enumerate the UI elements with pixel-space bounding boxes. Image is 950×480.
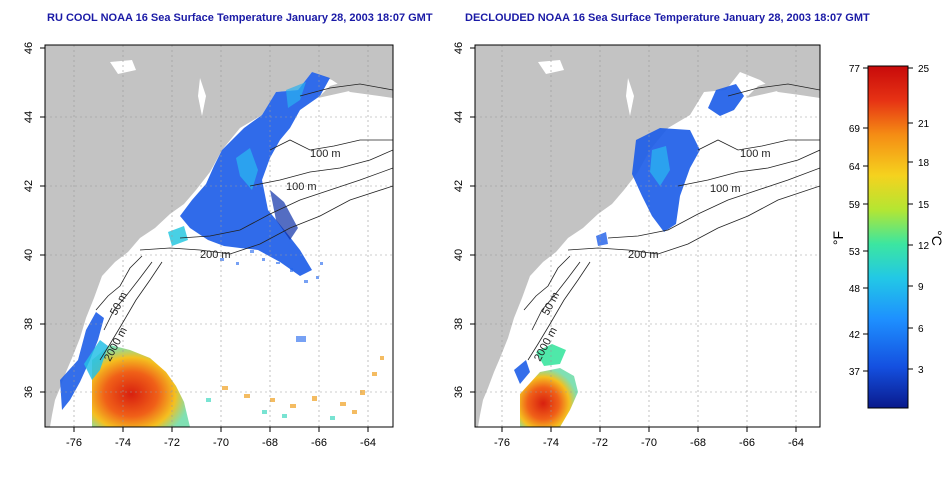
contour-label: 200 m [200,249,231,261]
lat-tick-label: 40 [453,249,465,261]
lon-tick-label: -66 [739,437,755,449]
land-mass [45,45,393,427]
lon-tick-label: -70 [641,437,657,449]
fahrenheit-tick: 48 [849,284,861,295]
fahrenheit-tick: 77 [849,64,861,75]
fahrenheit-tick: 69 [849,124,861,135]
cold-water-plume [708,84,744,116]
lat-tick-label: 44 [453,111,465,123]
fahrenheit-tick: 37 [849,367,861,378]
left-panel-title: RU COOL NOAA 16 Sea Surface Temperature … [47,12,433,24]
celsius-tick: 15 [918,200,930,211]
celsius-tick: 9 [918,282,924,293]
left-map-panel: 100 m 100 m 200 m 50 m 2000 m -76 -74 -7… [23,42,394,449]
lon-tick-label: -68 [690,437,706,449]
celsius-unit-label: °C [929,230,945,246]
fahrenheit-unit-label: °F [830,231,846,245]
lat-tick-label: 42 [453,180,465,192]
lon-tick-label: -72 [164,437,180,449]
celsius-tick: 21 [918,119,930,130]
land-mass [475,45,820,427]
lon-tick-label: -70 [213,437,229,449]
lat-tick-label: 40 [23,249,35,261]
fahrenheit-tick: 42 [849,330,861,341]
celsius-tick: 25 [918,64,930,75]
lon-tick-label: -74 [543,437,559,449]
fahrenheit-tick: 53 [849,247,861,258]
contour-label: 100 m [310,148,341,160]
bathymetry-contours [95,83,393,361]
lon-tick-label: -74 [115,437,131,449]
lat-tick-label: 42 [23,180,35,192]
lon-tick-label: -66 [311,437,327,449]
fahrenheit-tick: 59 [849,200,861,211]
lat-tick-label: 38 [23,318,35,330]
right-map-panel: 100 m 100 m 200 m 50 m 2000 m -76 -74 -7… [453,42,821,449]
lon-tick-label: -76 [66,437,82,449]
lat-tick-label: 36 [23,386,35,398]
celsius-tick: 3 [918,365,924,376]
celsius-tick: 12 [918,241,930,252]
fahrenheit-tick: 64 [849,162,861,173]
lon-tick-label: -72 [592,437,608,449]
lat-tick-label: 46 [453,42,465,54]
lon-tick-label: -76 [494,437,510,449]
temperature-colorbar: 77 69 64 59 53 48 42 37 25 21 18 15 12 9… [830,64,945,409]
lon-tick-label: -68 [262,437,278,449]
celsius-tick: 18 [918,158,930,169]
gulf-stream-warm-water [520,368,578,427]
lon-tick-label: -64 [360,437,376,449]
contour-label: 200 m [628,249,659,261]
grid-lines [45,45,393,427]
lat-tick-label: 36 [453,386,465,398]
contour-label: 100 m [286,181,317,193]
celsius-tick: 6 [918,324,924,335]
lat-tick-label: 44 [23,111,35,123]
right-panel-title: DECLOUDED NOAA 16 Sea Surface Temperatur… [465,12,870,24]
lat-tick-label: 46 [23,42,35,54]
lat-tick-label: 38 [453,318,465,330]
contour-label: 100 m [710,183,741,195]
contour-label: 100 m [740,148,771,160]
gulf-stream-warm-water [92,345,190,427]
lon-tick-label: -64 [788,437,804,449]
